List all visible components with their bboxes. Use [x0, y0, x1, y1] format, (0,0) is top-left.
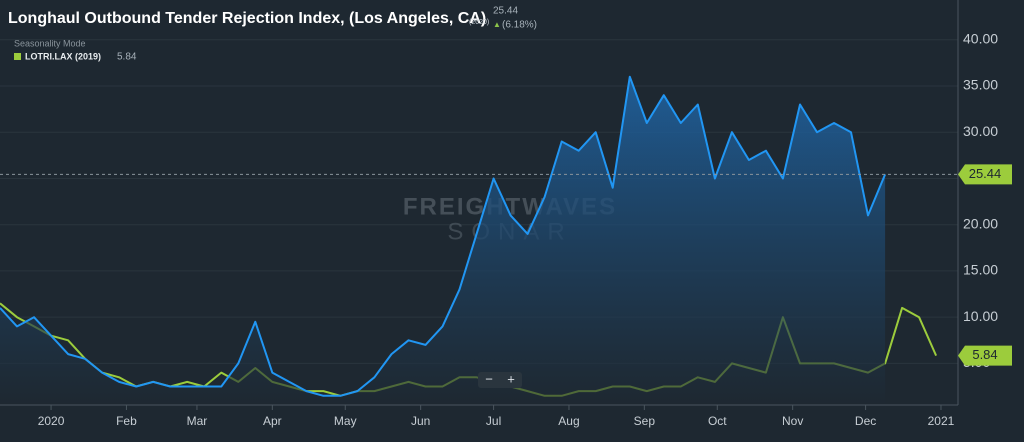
zoom-bg — [478, 372, 522, 388]
y-tick-label: 35.00 — [963, 77, 998, 93]
last-value-label: 25.44 — [969, 166, 1002, 181]
x-tick-label: 2020 — [38, 414, 65, 428]
series-line — [0, 75, 887, 397]
y-tick-label: 30.00 — [963, 123, 998, 139]
last-value-label: 5.84 — [972, 347, 997, 362]
axes: 5.0010.0015.0020.0025.0030.0035.0040.002… — [0, 0, 1012, 428]
x-tick-label: Nov — [782, 414, 803, 428]
change-arrow: ▲ — [493, 20, 501, 29]
x-tick-label: Jul — [486, 414, 501, 428]
area — [0, 76, 886, 405]
y-tick-label: 20.00 — [963, 215, 998, 231]
x-tick-label: Jun — [411, 414, 430, 428]
x-tick-label: Feb — [116, 414, 137, 428]
x-tick-label: Mar — [187, 414, 208, 428]
x-tick-label: May — [334, 414, 357, 428]
legend-label: LOTRI.LAX (2019) — [25, 51, 101, 61]
y-tick-label: 15.00 — [963, 262, 998, 278]
plot — [0, 75, 938, 405]
subtitle: Seasonality Mode — [14, 38, 86, 48]
series-name: (2020) — [469, 19, 489, 26]
zoom-controls: − + — [478, 371, 522, 388]
x-tick-label: Oct — [708, 414, 727, 428]
x-tick-label: 2021 — [928, 414, 955, 428]
legend-swatch — [14, 53, 21, 60]
x-tick-label: Sep — [634, 414, 656, 428]
x-tick-label: Aug — [558, 414, 579, 428]
last-value-box — [958, 164, 1012, 185]
x-tick-label: Dec — [855, 414, 876, 428]
y-tick-label: 40.00 — [963, 30, 998, 46]
legend-value: 5.84 — [117, 52, 137, 63]
header-change: (6.18%) — [502, 20, 537, 31]
last-value-box — [958, 345, 1012, 366]
header-value: 25.44 — [493, 6, 518, 17]
x-tick-label: Apr — [263, 414, 282, 428]
y-tick-label: 10.00 — [963, 308, 998, 324]
chart-title: Longhaul Outbound Tender Rejection Index… — [8, 10, 486, 27]
zoom-in[interactable]: + — [507, 371, 515, 386]
zoom-out[interactable]: − — [485, 371, 493, 386]
